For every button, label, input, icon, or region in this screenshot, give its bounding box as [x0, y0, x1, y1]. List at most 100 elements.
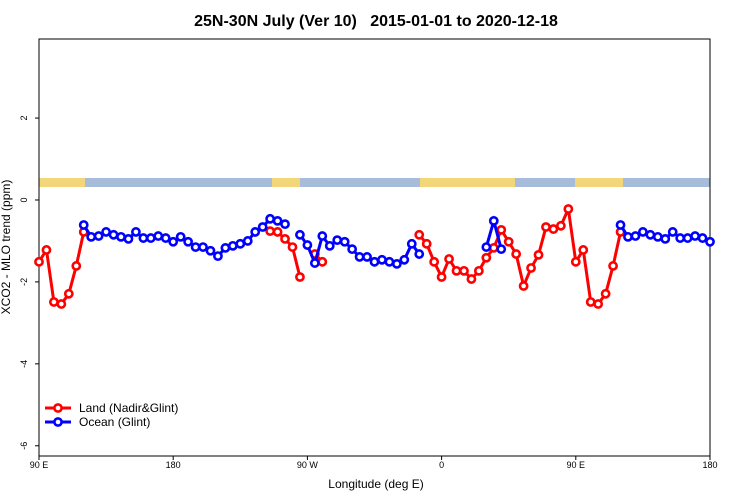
point	[623, 231, 633, 242]
point	[272, 215, 283, 226]
point	[548, 224, 559, 234]
point	[265, 226, 276, 237]
point	[667, 227, 678, 237]
point	[138, 233, 149, 243]
point	[93, 231, 104, 241]
land-band	[39, 178, 85, 187]
point	[108, 229, 119, 240]
point	[78, 220, 89, 230]
point	[317, 256, 328, 267]
y-tick-label: -6	[19, 442, 29, 450]
point	[563, 204, 574, 214]
point	[257, 222, 268, 232]
point	[600, 288, 611, 299]
point	[153, 231, 164, 241]
point	[593, 299, 604, 309]
legend-label: Ocean (Glint)	[79, 415, 150, 429]
point	[436, 272, 447, 282]
point	[354, 252, 365, 262]
point	[384, 256, 395, 267]
land-band	[420, 178, 515, 187]
land-band	[575, 178, 623, 187]
x-tick-label: 90 W	[297, 460, 319, 470]
point	[332, 235, 343, 246]
point	[541, 222, 551, 232]
point	[324, 240, 335, 251]
point	[488, 243, 499, 253]
point	[645, 229, 656, 240]
point	[265, 213, 276, 224]
point	[518, 281, 529, 291]
point	[705, 236, 715, 247]
point	[488, 215, 499, 226]
point	[302, 240, 313, 250]
point	[399, 254, 410, 265]
land-sea-strip	[39, 178, 710, 187]
point	[295, 229, 305, 240]
point	[570, 256, 581, 267]
point	[205, 245, 216, 256]
point	[295, 272, 305, 282]
point	[414, 249, 425, 259]
point	[86, 231, 97, 242]
x-tick-label: 180	[702, 460, 717, 470]
point	[235, 238, 246, 249]
point	[198, 242, 208, 252]
point	[652, 231, 663, 242]
point	[578, 245, 589, 255]
point	[511, 249, 522, 259]
point	[451, 265, 462, 276]
point	[630, 231, 641, 241]
point	[190, 242, 201, 252]
point	[175, 231, 186, 242]
point	[339, 236, 350, 247]
point	[503, 236, 514, 247]
land-band	[272, 178, 300, 187]
series-line	[37, 203, 622, 306]
point	[608, 261, 618, 271]
plot-frame	[38, 38, 711, 457]
point	[496, 244, 507, 255]
point	[466, 274, 477, 284]
y-tick-label: -2	[19, 278, 29, 286]
x-axis-label: Longitude (deg E)	[328, 477, 423, 491]
y-tick-label: 0	[19, 197, 29, 202]
point	[496, 224, 507, 235]
point	[101, 227, 111, 237]
legend-marker	[53, 403, 63, 413]
point	[414, 229, 425, 240]
point	[220, 243, 231, 253]
chart-title: 25N-30N July (Ver 10) 2015-01-01 to 2020…	[194, 13, 558, 30]
point	[675, 233, 686, 243]
point	[71, 261, 82, 271]
point	[347, 244, 358, 255]
point	[56, 299, 67, 309]
point	[123, 233, 134, 244]
ocean-band	[39, 178, 710, 187]
point	[280, 233, 290, 244]
point	[317, 231, 328, 241]
point	[660, 233, 671, 244]
legend-marker	[53, 417, 63, 427]
point	[280, 219, 290, 230]
x-tick-label: 0	[439, 460, 444, 470]
y-tick-label: -4	[19, 360, 29, 368]
legend-label: Land (Nadir&Glint)	[79, 401, 178, 415]
y-tick-label: 2	[19, 116, 29, 121]
point	[287, 242, 298, 252]
point	[49, 297, 59, 307]
point	[406, 238, 417, 249]
point	[227, 240, 238, 251]
point	[638, 227, 648, 237]
point	[160, 233, 171, 243]
point	[473, 265, 484, 276]
x-tick-label: 90 E	[30, 460, 49, 470]
point	[682, 233, 693, 243]
point	[615, 220, 626, 230]
point	[168, 236, 179, 247]
point	[41, 245, 52, 255]
point	[63, 288, 74, 299]
point	[213, 251, 223, 262]
point	[131, 227, 141, 237]
point	[533, 249, 544, 260]
